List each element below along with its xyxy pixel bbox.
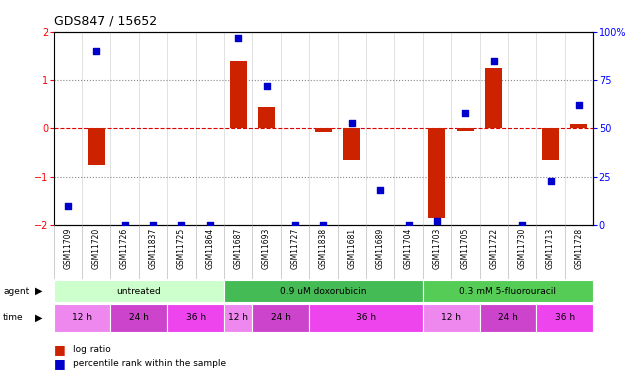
Bar bbox=[485, 68, 502, 128]
Text: 12 h: 12 h bbox=[228, 314, 248, 322]
Bar bbox=[315, 128, 332, 132]
Text: ▶: ▶ bbox=[35, 313, 42, 323]
Text: GSM11709: GSM11709 bbox=[63, 228, 73, 269]
Bar bbox=[224, 304, 252, 332]
Text: 0.3 mM 5-fluorouracil: 0.3 mM 5-fluorouracil bbox=[459, 286, 557, 296]
Text: log ratio: log ratio bbox=[73, 345, 110, 354]
Bar bbox=[224, 280, 423, 302]
Point bbox=[574, 102, 584, 108]
Point bbox=[432, 218, 442, 224]
Text: GSM11689: GSM11689 bbox=[375, 228, 385, 269]
Text: 12 h: 12 h bbox=[441, 314, 461, 322]
Bar bbox=[542, 128, 559, 160]
Point bbox=[148, 222, 158, 228]
Text: ■: ■ bbox=[54, 357, 66, 370]
Text: GSM11720: GSM11720 bbox=[91, 228, 101, 269]
Text: 36 h: 36 h bbox=[186, 314, 206, 322]
Text: 24 h: 24 h bbox=[129, 314, 149, 322]
Text: 12 h: 12 h bbox=[72, 314, 92, 322]
Text: GSM11728: GSM11728 bbox=[574, 228, 584, 269]
Bar bbox=[54, 304, 110, 332]
Text: GSM11681: GSM11681 bbox=[347, 228, 357, 269]
Bar bbox=[258, 107, 275, 128]
Point bbox=[120, 222, 130, 228]
Bar bbox=[88, 128, 105, 165]
Text: GSM11713: GSM11713 bbox=[546, 228, 555, 269]
Text: GSM11705: GSM11705 bbox=[461, 228, 470, 269]
Point bbox=[261, 83, 271, 89]
Text: agent: agent bbox=[3, 286, 30, 296]
Text: ■: ■ bbox=[54, 343, 66, 356]
Text: GSM11727: GSM11727 bbox=[290, 228, 300, 269]
Text: GSM11693: GSM11693 bbox=[262, 228, 271, 269]
Text: untreated: untreated bbox=[117, 286, 161, 296]
Bar bbox=[343, 128, 360, 160]
Bar bbox=[480, 304, 536, 332]
Text: 24 h: 24 h bbox=[271, 314, 291, 322]
Bar bbox=[167, 304, 224, 332]
Text: GSM11726: GSM11726 bbox=[120, 228, 129, 269]
Text: 36 h: 36 h bbox=[555, 314, 575, 322]
Text: GDS847 / 15652: GDS847 / 15652 bbox=[54, 15, 156, 28]
Bar bbox=[423, 304, 480, 332]
Point bbox=[91, 48, 102, 54]
Text: 24 h: 24 h bbox=[498, 314, 518, 322]
Point bbox=[375, 187, 385, 193]
Text: 0.9 uM doxorubicin: 0.9 uM doxorubicin bbox=[280, 286, 367, 296]
Bar bbox=[536, 304, 593, 332]
Bar bbox=[570, 124, 587, 128]
Text: percentile rank within the sample: percentile rank within the sample bbox=[73, 359, 226, 368]
Text: GSM11722: GSM11722 bbox=[489, 228, 498, 269]
Bar bbox=[457, 128, 474, 131]
Point bbox=[177, 222, 187, 228]
Text: GSM11704: GSM11704 bbox=[404, 228, 413, 269]
Point bbox=[545, 178, 556, 184]
Text: GSM11730: GSM11730 bbox=[517, 228, 527, 269]
Point bbox=[404, 222, 414, 228]
Text: GSM11838: GSM11838 bbox=[319, 228, 328, 269]
Point bbox=[290, 222, 300, 228]
Bar bbox=[110, 304, 167, 332]
Point bbox=[319, 222, 329, 228]
Bar bbox=[54, 280, 224, 302]
Point bbox=[489, 58, 499, 64]
Point bbox=[204, 222, 215, 228]
Point bbox=[517, 222, 528, 228]
Point bbox=[460, 110, 470, 116]
Bar bbox=[428, 128, 445, 218]
Text: time: time bbox=[3, 314, 24, 322]
Text: 36 h: 36 h bbox=[356, 314, 376, 322]
Bar bbox=[423, 280, 593, 302]
Bar bbox=[252, 304, 309, 332]
Bar bbox=[230, 61, 247, 128]
Point bbox=[233, 34, 244, 40]
Text: GSM11725: GSM11725 bbox=[177, 228, 186, 269]
Text: GSM11864: GSM11864 bbox=[205, 228, 215, 269]
Point bbox=[63, 202, 73, 208]
Point bbox=[347, 120, 357, 126]
Text: GSM11687: GSM11687 bbox=[233, 228, 243, 269]
Text: GSM11703: GSM11703 bbox=[432, 228, 442, 269]
Text: ▶: ▶ bbox=[35, 286, 42, 296]
Text: GSM11837: GSM11837 bbox=[148, 228, 158, 269]
Bar bbox=[309, 304, 423, 332]
